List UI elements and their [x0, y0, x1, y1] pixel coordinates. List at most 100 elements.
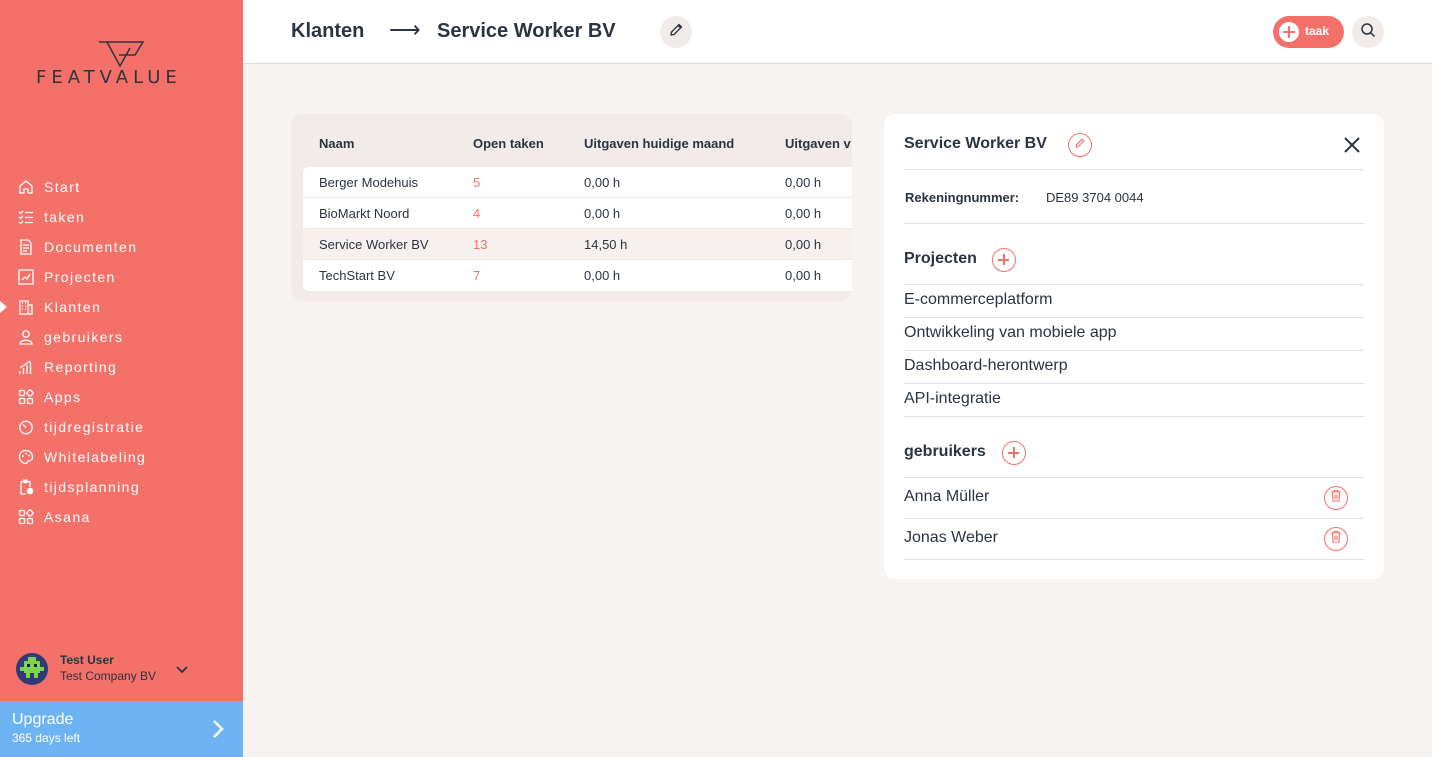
sidebar-item-whitelabeling[interactable]: Whitelabeling [0, 442, 243, 472]
sidebar-item-start[interactable]: Start [0, 172, 243, 202]
divider [904, 518, 1364, 519]
pencil-icon [668, 22, 684, 43]
clipboard-clock-icon [17, 478, 35, 496]
sidebar-item-label: gebruikers [44, 329, 124, 345]
sidebar-item-label: Whitelabeling [44, 449, 147, 465]
chevron-down-icon[interactable] [176, 661, 188, 679]
sidebar-item-label: Apps [44, 389, 82, 405]
remove-user-button[interactable] [1324, 527, 1348, 551]
sidebar-item-label: Start [44, 179, 81, 195]
logo-text: FEATVALUE [36, 67, 182, 88]
previous-month-hours: 0,00 h [785, 237, 822, 252]
document-icon [17, 238, 35, 256]
add-user-button[interactable] [1002, 441, 1026, 465]
tasks-icon [17, 208, 35, 226]
column-header-uitgaven-vorige-maand[interactable]: Uitgaven v [785, 136, 851, 151]
table-row-selected[interactable]: Service Worker BV 13 14,50 h 0,00 h [303, 229, 852, 260]
sidebar-item-label: taken [44, 209, 86, 225]
search-icon [1360, 22, 1376, 43]
detail-title: Service Worker BV [904, 135, 1047, 152]
logo[interactable]: FEATVALUE [30, 40, 215, 90]
upgrade-title: Upgrade [12, 711, 74, 728]
edit-detail-button[interactable] [1068, 133, 1092, 157]
sidebar-item-label: Documenten [44, 239, 138, 255]
table-row[interactable]: TechStart BV 7 0,00 h 0,00 h [303, 260, 852, 291]
sidebar-item-label: Asana [44, 509, 91, 525]
plus-icon [1279, 22, 1299, 42]
bar-chart-icon [17, 358, 35, 376]
upgrade-days-left: 365 days left [12, 731, 81, 745]
project-item[interactable]: API-integratie [904, 390, 1001, 407]
divider [904, 477, 1364, 478]
client-name: BioMarkt Noord [319, 206, 410, 221]
account-number-value: DE89 3704 0044 [1046, 190, 1144, 205]
sidebar-nav: Start taken Documenten Projecten Klan [0, 172, 243, 532]
sidebar-item-tijdregistratie[interactable]: tijdregistratie [0, 412, 243, 442]
account-number-label: Rekeningnummer: [905, 190, 1020, 205]
previous-month-hours: 0,00 h [785, 268, 822, 283]
divider [904, 559, 1364, 560]
divider [904, 383, 1364, 384]
client-detail-panel: Service Worker BV Rekeningnummer: DE89 3… [884, 114, 1384, 579]
sidebar-item-gebruikers[interactable]: gebruikers [0, 322, 243, 352]
remove-user-button[interactable] [1324, 486, 1348, 510]
edit-client-button[interactable] [660, 16, 692, 48]
add-task-label: taak [1305, 24, 1330, 38]
sidebar-item-asana[interactable]: Asana [0, 502, 243, 532]
search-button[interactable] [1352, 16, 1384, 48]
project-item[interactable]: E-commerceplatform [904, 291, 1053, 308]
project-item[interactable]: Dashboard-herontwerp [904, 357, 1068, 374]
column-header-naam[interactable]: Naam [319, 136, 355, 151]
palette-icon [17, 448, 35, 466]
client-name: Service Worker BV [319, 237, 429, 252]
sidebar-item-documenten[interactable]: Documenten [0, 232, 243, 262]
sidebar-item-apps[interactable]: Apps [0, 382, 243, 412]
add-project-button[interactable] [992, 248, 1016, 272]
sidebar-item-klanten[interactable]: Klanten [0, 292, 243, 322]
logo-mark-icon [99, 41, 144, 68]
project-item[interactable]: Ontwikkeling van mobiele app [904, 324, 1117, 341]
user-menu[interactable]: Test User Test Company BV [16, 651, 226, 687]
sidebar-item-label: tijdsplanning [44, 479, 141, 495]
avatar [16, 653, 48, 685]
open-tasks-count: 13 [473, 237, 488, 252]
close-icon[interactable] [1342, 135, 1362, 155]
divider [904, 317, 1364, 318]
sidebar-item-label: Projecten [44, 269, 116, 285]
chevron-right-icon [211, 719, 225, 744]
sidebar: FEATVALUE Start taken Documenten Project… [0, 0, 243, 757]
chart-icon [17, 268, 35, 286]
users-title: gebruikers [904, 443, 986, 460]
sidebar-item-label: Reporting [44, 359, 118, 375]
add-task-button[interactable]: taak [1273, 16, 1344, 48]
divider [904, 284, 1364, 285]
user-item: Anna Müller [904, 488, 990, 505]
clients-table: Naam Open taken Uitgaven huidige maand U… [291, 114, 852, 301]
sidebar-item-tijdsplanning[interactable]: tijdsplanning [0, 472, 243, 502]
current-month-hours: 0,00 h [584, 268, 621, 283]
sidebar-item-label: Klanten [44, 299, 102, 315]
table-row[interactable]: BioMarkt Noord 4 0,00 h 0,00 h [303, 198, 852, 229]
top-header: Klanten ⟶ Service Worker BV taak [243, 0, 1432, 64]
user-name: Test User [60, 653, 114, 667]
column-header-uitgaven-huidige-maand[interactable]: Uitgaven huidige maand [584, 136, 735, 151]
upgrade-banner[interactable]: Upgrade 365 days left [0, 701, 243, 757]
sidebar-item-label: tijdregistratie [44, 419, 145, 435]
trash-icon [1330, 530, 1342, 548]
column-header-open-taken[interactable]: Open taken [473, 136, 544, 151]
table-row[interactable]: Berger Modehuis 5 0,00 h 0,00 h [303, 167, 852, 198]
breadcrumb-arrow-icon: ⟶ [389, 17, 421, 42]
sidebar-item-reporting[interactable]: Reporting [0, 352, 243, 382]
current-month-hours: 0,00 h [584, 175, 621, 190]
apps-icon [17, 508, 35, 526]
user-company: Test Company BV [60, 669, 157, 683]
building-icon [17, 298, 35, 316]
open-tasks-count: 7 [473, 268, 481, 283]
table-body: Berger Modehuis 5 0,00 h 0,00 h BioMarkt… [303, 167, 852, 291]
user-item: Jonas Weber [904, 529, 998, 546]
sidebar-item-projecten[interactable]: Projecten [0, 262, 243, 292]
sidebar-item-taken[interactable]: taken [0, 202, 243, 232]
trash-icon [1330, 489, 1342, 507]
divider [904, 169, 1364, 170]
breadcrumb-parent[interactable]: Klanten [291, 20, 365, 42]
